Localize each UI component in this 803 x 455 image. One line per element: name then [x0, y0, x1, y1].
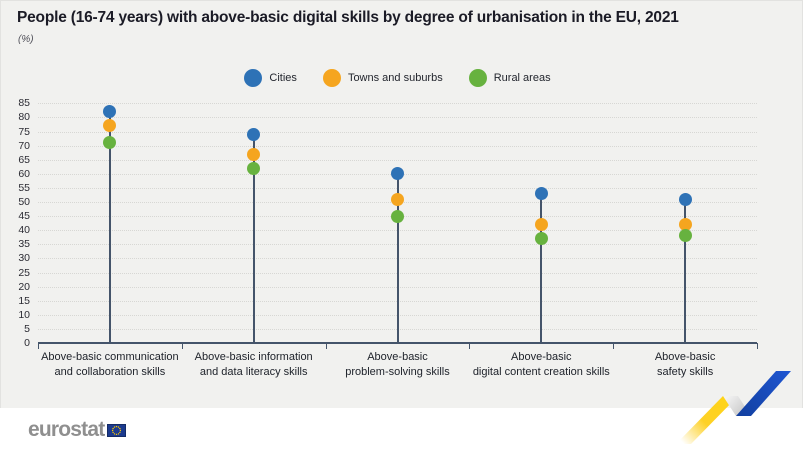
stem-2: [252, 134, 255, 343]
stem-5: [684, 199, 687, 343]
category-boundary-tick: [325, 343, 327, 349]
cities-series-dot-icon: [244, 69, 263, 87]
ribbon-blue-band: [736, 371, 791, 416]
y-axis-tick-label-35: 35: [18, 238, 30, 251]
category-label-line: Above-basic: [367, 351, 428, 363]
category-boundary-tick: [38, 343, 39, 349]
data-dot-rural-areas-5: [678, 229, 692, 243]
ribbon-yellow-band: [676, 396, 738, 444]
data-dot-towns-and-suburbs-3: [391, 192, 404, 206]
category-label-5: Above-basic safety skills: [600, 350, 770, 381]
data-dot-towns-and-suburbs-1: [103, 119, 117, 133]
y-axis-tick-label-70: 70: [18, 139, 30, 152]
category-label-line: digital content creation skills: [472, 366, 610, 379]
category-boundary-tick: [757, 343, 758, 349]
y-axis-tick-label-50: 50: [18, 195, 30, 208]
category-label-line: Above-basic information: [194, 351, 313, 363]
category-label-line: problem-solving skills: [345, 366, 450, 379]
legend-label-cities: Cities: [269, 72, 297, 84]
data-dot-cities-1: [103, 105, 117, 119]
towns-suburbs-series-dot-icon: [322, 69, 341, 87]
category-boundary-tick: [613, 343, 615, 349]
footer-strip: eurostat: [0, 408, 803, 455]
category-label-line: safety skills: [656, 366, 714, 379]
legend-item-rural-areas: Rural areas: [468, 69, 551, 87]
data-dot-cities-4: [534, 187, 548, 201]
category-label-line: Above-basic: [654, 351, 716, 363]
gridline-70: [38, 145, 757, 147]
category-label-line: and collaboration skills: [54, 366, 166, 379]
data-dot-rural-areas-4: [534, 232, 548, 246]
y-axis-tick-label-10: 10: [18, 308, 30, 321]
y-axis-tick-label-5: 5: [24, 322, 30, 335]
y-axis-tick-label-30: 30: [18, 252, 30, 265]
category-label-4: Above-basic digital content creation skil…: [456, 350, 626, 381]
category-label-2: Above-basic information and data literacy…: [169, 350, 339, 381]
y-axis-tick-label-60: 60: [18, 167, 30, 180]
data-dot-cities-3: [391, 167, 404, 181]
data-dot-rural-areas-2: [247, 161, 261, 175]
chart-unit-label: (%): [18, 34, 34, 45]
y-axis-tick-label-65: 65: [18, 153, 30, 166]
legend-item-towns-suburbs: Towns and suburbs: [322, 69, 443, 87]
category-boundary-tick: [181, 343, 183, 349]
data-dot-cities-2: [247, 127, 261, 141]
x-axis-baseline: [38, 342, 757, 344]
legend-item-cities: Cities: [244, 69, 297, 87]
gridline-80: [38, 117, 757, 119]
legend-label-rural-areas: Rural areas: [493, 72, 551, 84]
eu-flag-stars: [112, 425, 122, 436]
data-dot-rural-areas-1: [103, 136, 117, 150]
y-axis-tick-label-85: 85: [18, 97, 30, 110]
y-axis-tick-label-55: 55: [18, 181, 30, 194]
eurostat-logo: eurostat: [28, 418, 127, 441]
category-label-3: Above-basic problem-solving skills: [313, 350, 483, 381]
decorative-ribbon-graphic: [676, 371, 791, 444]
data-dot-rural-areas-3: [391, 209, 404, 223]
eurostat-logo-text: eurostat: [28, 418, 105, 441]
stem-4: [540, 193, 543, 343]
y-axis-tick-label-45: 45: [18, 209, 30, 222]
category-label-line: Above-basic: [511, 351, 572, 363]
rural-areas-series-dot-icon: [468, 69, 487, 87]
gridline-65: [38, 159, 757, 161]
stem-3: [396, 173, 399, 343]
eu-flag-icon: [107, 424, 127, 437]
category-label-line: Above-basic communication: [41, 351, 179, 363]
stem-1: [108, 111, 111, 343]
y-axis-tick-label-40: 40: [18, 223, 30, 236]
category-boundary-tick: [469, 343, 471, 349]
category-label-1: Above-basic communication and collaborati…: [25, 350, 195, 381]
legend-label-towns-suburbs: Towns and suburbs: [347, 72, 443, 84]
data-dot-towns-and-suburbs-4: [534, 218, 548, 232]
y-axis-tick-label-75: 75: [18, 125, 30, 138]
y-axis-tick-label-25: 25: [18, 266, 30, 279]
y-axis-tick-label-15: 15: [18, 294, 30, 307]
chart-title: People (16-74 years) with above-basic di…: [17, 9, 679, 26]
y-axis-tick-label-0: 0: [24, 336, 30, 349]
category-label-line: and data literacy skills: [199, 366, 308, 379]
data-dot-towns-and-suburbs-2: [247, 147, 261, 161]
gridline-85: [38, 103, 757, 105]
data-dot-towns-and-suburbs-5: [678, 218, 692, 232]
data-dot-cities-5: [678, 192, 692, 206]
y-axis-tick-label-20: 20: [18, 280, 30, 293]
y-axis-tick-label-80: 80: [18, 111, 30, 124]
gridline-75: [38, 131, 757, 133]
chart-legend: Cities Towns and suburbs Rural areas: [38, 66, 757, 90]
